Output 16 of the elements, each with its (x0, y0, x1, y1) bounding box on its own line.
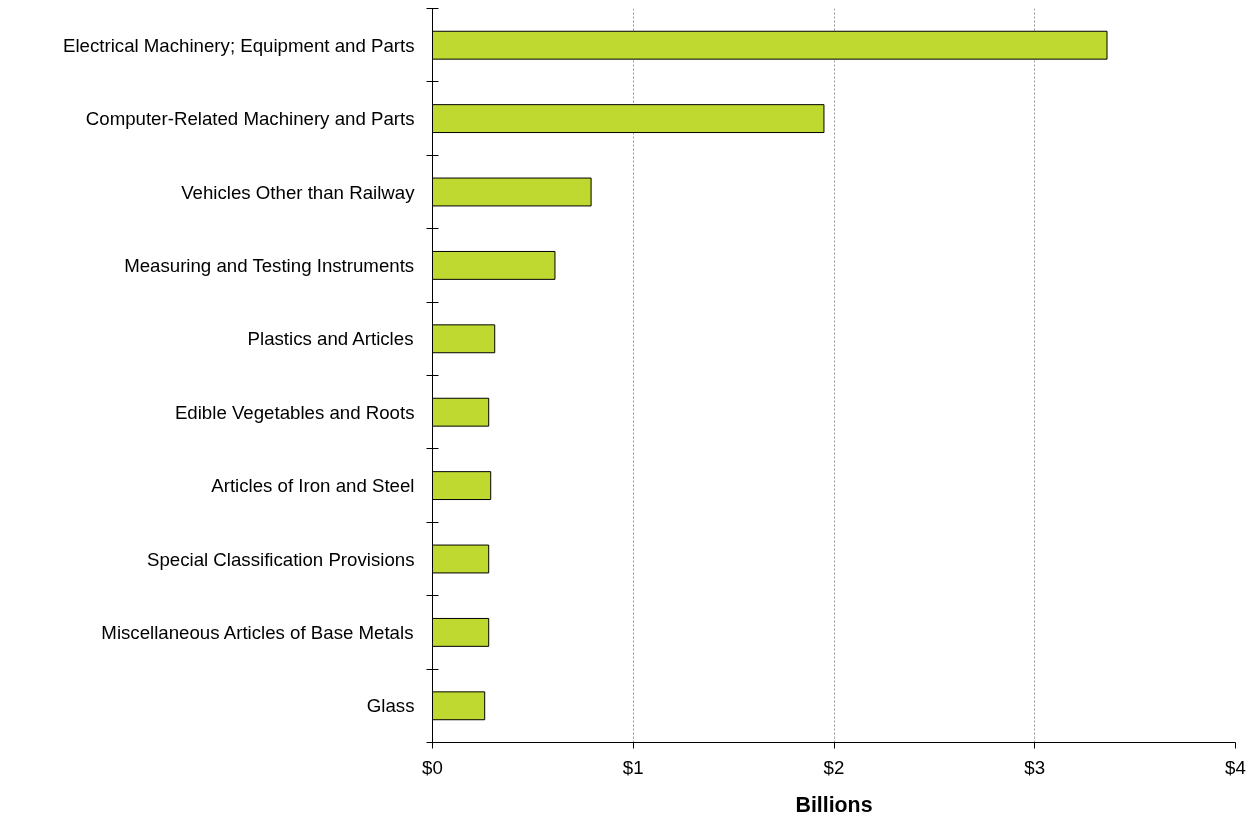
x-tick-label: $1 (622, 756, 644, 778)
y-tick-label: Measuring and Testing Instruments (124, 254, 415, 276)
y-tick-label: Edible Vegetables and Roots (174, 401, 415, 423)
x-tick-label: $0 (422, 756, 443, 778)
x-tick-label: $2 (823, 756, 845, 778)
x-axis-title: Billions (795, 792, 873, 817)
y-tick-label: Glass (366, 695, 415, 717)
x-tick-label: $4 (1225, 756, 1246, 778)
y-tick-label: Articles of Iron and Steel (211, 475, 415, 497)
y-tick-label: Computer-Related Machinery and Parts (85, 108, 415, 130)
x-tick-label: $3 (1024, 756, 1046, 778)
y-tick-label: Miscellaneous Articles of Base Metals (101, 621, 414, 643)
y-tick-label: Special Classification Provisions (146, 548, 415, 570)
y-tick-label: Vehicles Other than Railway (181, 181, 416, 203)
y-tick-label: Plastics and Articles (247, 328, 414, 350)
y-tick-label: Electrical Machinery; Equipment and Parts (62, 34, 415, 56)
